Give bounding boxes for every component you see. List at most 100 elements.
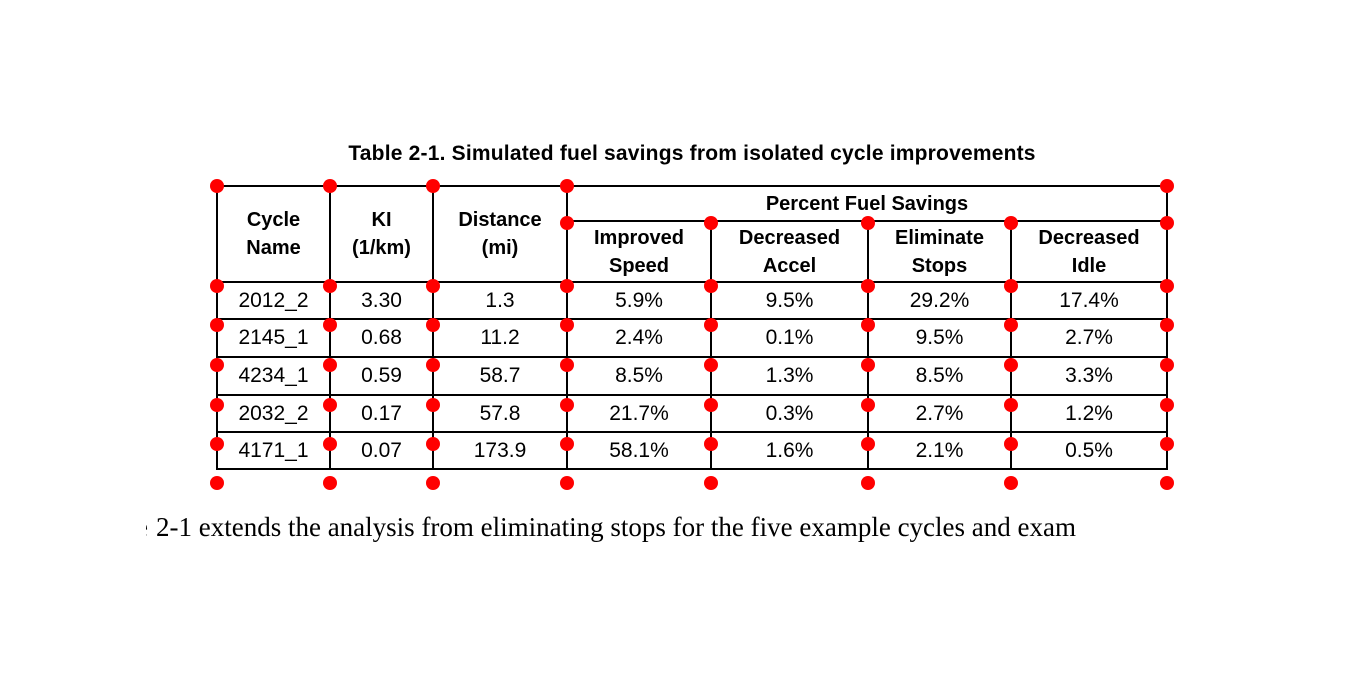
corner-dot: [560, 179, 574, 193]
header-distance: Distance (mi): [432, 185, 568, 283]
table-cell: 8.5%: [867, 356, 1012, 396]
corner-dot: [210, 476, 224, 490]
corner-dot: [210, 179, 224, 193]
corner-dot: [1004, 279, 1018, 293]
corner-dot: [861, 318, 875, 332]
corner-dot: [210, 437, 224, 451]
table-cell: 4171_1: [216, 431, 331, 470]
table-cell: 29.2%: [867, 281, 1012, 320]
corner-dot: [210, 358, 224, 372]
corner-dot: [1004, 216, 1018, 230]
corner-dot: [704, 279, 718, 293]
table-row: 4171_1 0.07 173.9 58.1% 1.6% 2.1% 0.5%: [216, 431, 1168, 470]
table-cell: 2.7%: [1010, 318, 1168, 358]
header-row-sub: Improved Speed Decreased Accel Eliminate…: [217, 220, 1168, 283]
table-cell: 21.7%: [566, 394, 712, 433]
table-cell: 0.3%: [710, 394, 869, 433]
body-text-fragment: e2-1 extends the analysis from eliminati…: [146, 512, 1076, 543]
corner-dot: [560, 216, 574, 230]
corner-dot: [1160, 216, 1174, 230]
header-decreased-idle: Decreased Idle: [1010, 220, 1168, 283]
corner-dot: [704, 476, 718, 490]
table-cell: 173.9: [432, 431, 568, 470]
corner-dot: [1160, 179, 1174, 193]
corner-dot: [1160, 398, 1174, 412]
corner-dot: [210, 279, 224, 293]
table-cell: 57.8: [432, 394, 568, 433]
corner-dot: [560, 476, 574, 490]
table-row: 2032_2 0.17 57.8 21.7% 0.3% 2.7% 1.2%: [216, 394, 1168, 433]
table-row: 4234_1 0.59 58.7 8.5% 1.3% 8.5% 3.3%: [216, 356, 1168, 396]
table-cell: 4234_1: [216, 356, 331, 396]
table-cell: 9.5%: [710, 281, 869, 320]
corner-dot: [560, 279, 574, 293]
table-cell: 2145_1: [216, 318, 331, 358]
table-cell: 3.30: [329, 281, 434, 320]
table-cell: 0.5%: [1010, 431, 1168, 470]
corner-dot: [426, 179, 440, 193]
table-cell: 5.9%: [566, 281, 712, 320]
table-cell: 2012_2: [216, 281, 331, 320]
corner-dot: [323, 179, 337, 193]
header-decreased-accel: Decreased Accel: [710, 220, 869, 283]
corner-dot: [560, 318, 574, 332]
corner-dot: [704, 437, 718, 451]
table-cell: 3.3%: [1010, 356, 1168, 396]
table-cell: 11.2: [432, 318, 568, 358]
corner-dot: [1004, 398, 1018, 412]
header-row-group: Cycle Name KI (1/km) Distance (mi) Perce…: [216, 185, 1168, 283]
table-cell: 17.4%: [1010, 281, 1168, 320]
corner-dot: [704, 216, 718, 230]
corner-dot: [861, 398, 875, 412]
corner-dot: [323, 358, 337, 372]
fuel-savings-table: Cycle Name KI (1/km) Distance (mi) Perce…: [216, 185, 1168, 470]
corner-dot: [861, 358, 875, 372]
corner-dot: [210, 398, 224, 412]
table-cell: 9.5%: [867, 318, 1012, 358]
corner-dot: [560, 398, 574, 412]
corner-dot: [323, 476, 337, 490]
table-cell: 2032_2: [216, 394, 331, 433]
corner-dot: [323, 279, 337, 293]
corner-dot: [1160, 476, 1174, 490]
corner-dot: [323, 398, 337, 412]
corner-dot: [1004, 358, 1018, 372]
caption-text: 2-1 extends the analysis from eliminatin…: [156, 512, 1076, 542]
corner-dot: [861, 216, 875, 230]
table-cell: 0.68: [329, 318, 434, 358]
corner-dot: [1160, 358, 1174, 372]
header-eliminate-stops: Eliminate Stops: [867, 220, 1012, 283]
table-cell: 0.1%: [710, 318, 869, 358]
corner-dot: [323, 318, 337, 332]
corner-dot: [861, 476, 875, 490]
corner-dot: [426, 279, 440, 293]
table-cell: 0.59: [329, 356, 434, 396]
table-cell: 1.3: [432, 281, 568, 320]
table-cell: 1.2%: [1010, 394, 1168, 433]
table-cell: 1.6%: [710, 431, 869, 470]
table-cell: 0.17: [329, 394, 434, 433]
table-cell: 58.7: [432, 356, 568, 396]
corner-dot: [704, 398, 718, 412]
table-cell: 2.7%: [867, 394, 1012, 433]
corner-dot: [1004, 476, 1018, 490]
header-ki: KI (1/km): [329, 185, 434, 283]
table-cell: 58.1%: [566, 431, 712, 470]
table-cell: 2.1%: [867, 431, 1012, 470]
corner-dot: [704, 358, 718, 372]
table-title: Table 2-1. Simulated fuel savings from i…: [348, 142, 1036, 165]
corner-dot: [560, 437, 574, 451]
corner-dot: [323, 437, 337, 451]
header-improved-speed: Improved Speed: [566, 220, 712, 283]
header-cycle-name: Cycle Name: [216, 185, 331, 283]
corner-dot: [1160, 279, 1174, 293]
corner-dot: [426, 318, 440, 332]
corner-dot: [1004, 437, 1018, 451]
corner-dot: [426, 358, 440, 372]
corner-dot: [426, 437, 440, 451]
corner-dot: [704, 318, 718, 332]
corner-dot: [861, 437, 875, 451]
corner-dot: [210, 318, 224, 332]
corner-dot: [426, 476, 440, 490]
